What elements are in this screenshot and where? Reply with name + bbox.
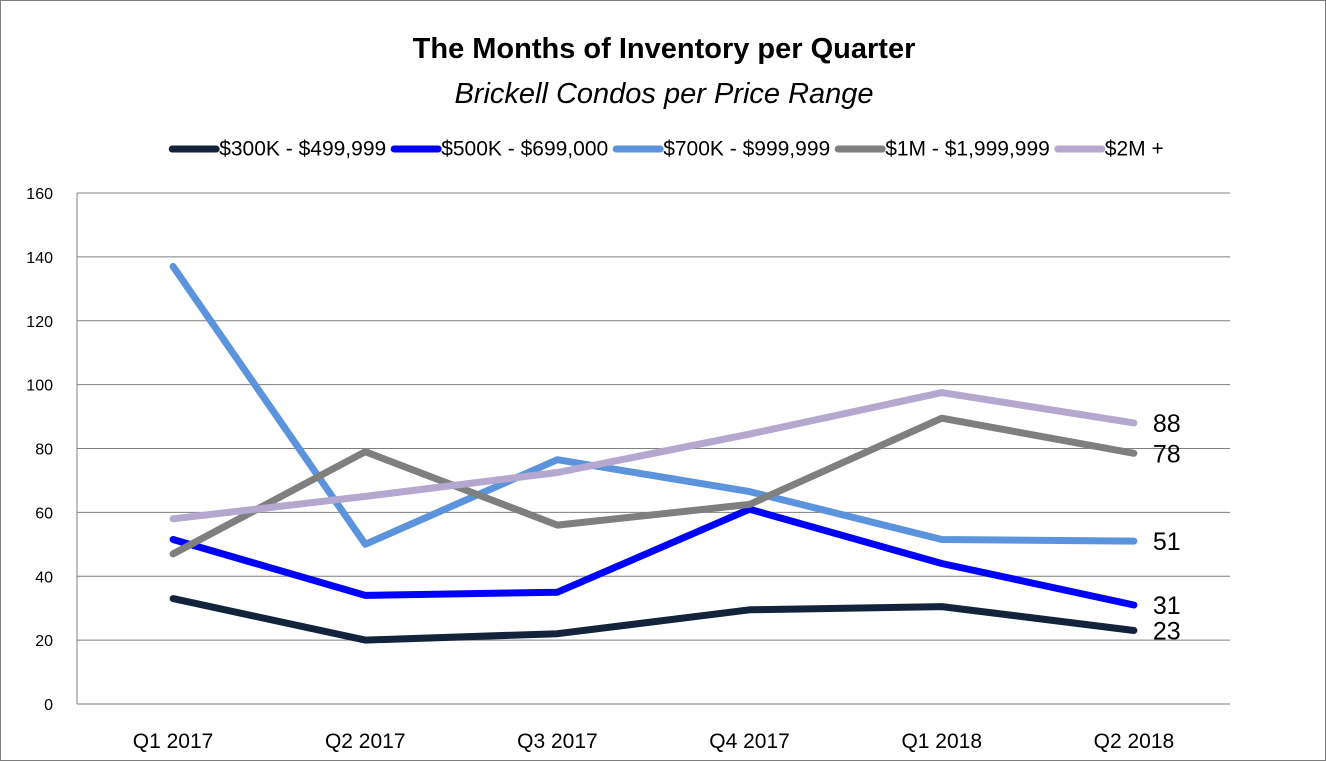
x-tick-label: Q1 2018	[901, 730, 982, 753]
x-tick-label: Q3 2017	[517, 730, 598, 753]
data-label: 23	[1153, 618, 1181, 646]
y-tick-label: 80	[35, 442, 53, 459]
y-tick-label: 140	[26, 250, 53, 267]
series-line	[169, 414, 1138, 558]
chart-title: The Months of Inventory per Quarter	[413, 33, 916, 65]
y-tick-label: 60	[35, 505, 53, 522]
data-label: 78	[1153, 440, 1181, 468]
y-tick-label: 100	[26, 378, 53, 395]
y-tick-label: 20	[35, 633, 53, 650]
legend-item: $700K - $999,999	[612, 138, 830, 161]
legend-label: $1M - $1,999,999	[885, 138, 1050, 161]
y-tick-label: 120	[26, 314, 53, 331]
legend-label: $700K - $999,999	[663, 138, 830, 161]
x-tick-label: Q4 2017	[709, 730, 790, 753]
gridlines	[76, 192, 1230, 705]
y-tick-label: 40	[35, 569, 53, 586]
legend-label: $2M +	[1105, 138, 1164, 161]
legend-label: $300K - $499,999	[219, 138, 386, 161]
data-label: 51	[1153, 528, 1181, 556]
y-tick-label: 160	[26, 186, 53, 203]
legend-item: $500K - $699,000	[390, 138, 608, 161]
series-line	[169, 595, 1138, 644]
data-label: 88	[1153, 410, 1181, 438]
x-tick-label: Q1 2017	[133, 730, 214, 753]
series-line	[169, 389, 1138, 523]
x-tick-label: Q2 2017	[325, 730, 406, 753]
data-label: 31	[1153, 592, 1181, 620]
legend-item: $2M +	[1054, 138, 1164, 161]
series-lines	[169, 263, 1138, 644]
y-axis-ticks: 0 20 40 60 80 100 120 140 160	[26, 186, 53, 714]
chart-subtitle: Brickell Condos per Price Range	[454, 78, 873, 110]
legend-item: $300K - $499,999	[168, 138, 386, 161]
series-line	[169, 505, 1138, 609]
legend-item: $1M - $1,999,999	[834, 138, 1050, 161]
x-tick-label: Q2 2018	[1094, 730, 1175, 753]
y-tick-label: 0	[44, 697, 53, 714]
legend: $300K - $499,999 $500K - $699,000 $700K - …	[168, 138, 1164, 161]
x-axis-ticks: Q1 2017 Q2 2017 Q3 2017 Q4 2017 Q1 2018 Q2 20…	[133, 730, 1174, 753]
legend-label: $500K - $699,000	[441, 138, 608, 161]
